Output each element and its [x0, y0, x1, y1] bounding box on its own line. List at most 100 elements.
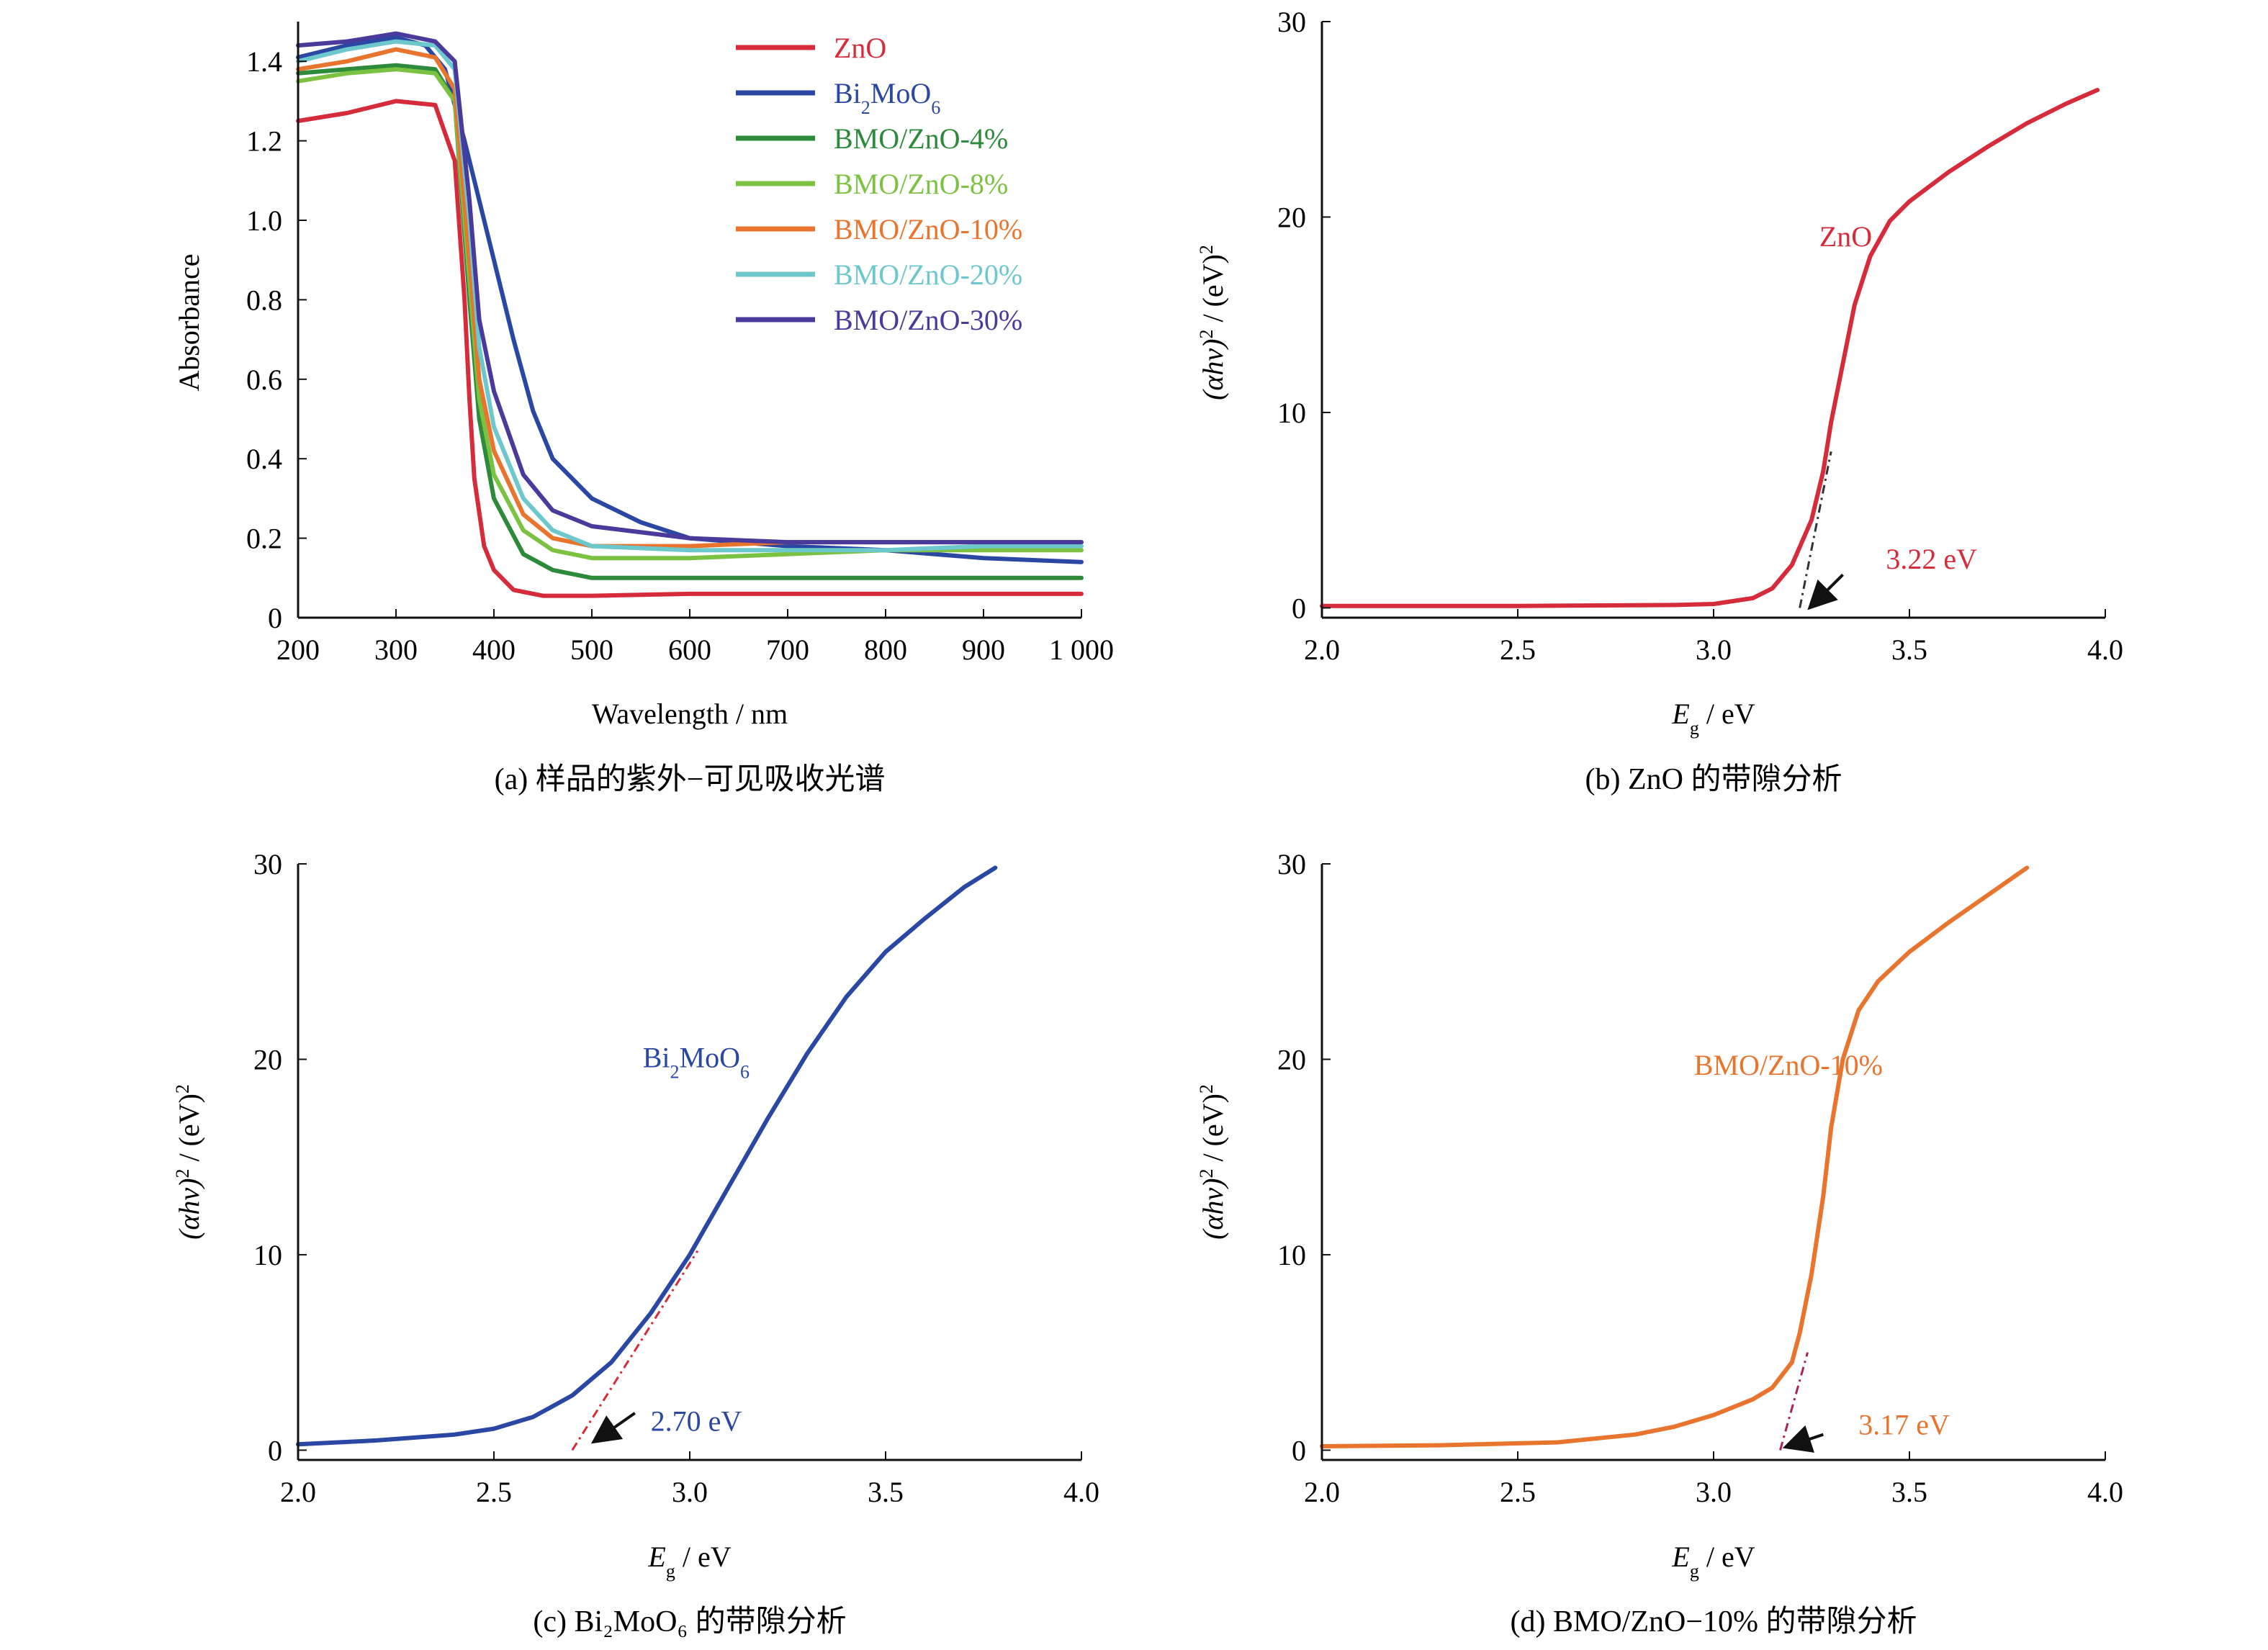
- panel-a-x-tick-label: 1 000: [1049, 634, 1114, 666]
- panel-d-bandgap-label: 3.17 eV: [1858, 1409, 1950, 1441]
- panel-c-x-tick-label: 2.5: [476, 1476, 512, 1508]
- panel-c-y-axis-title-mid: / (eV): [173, 1094, 205, 1168]
- panel-c-x-tick-label: 3.5: [868, 1476, 904, 1508]
- panel-b-x-tick-label: 2.5: [1500, 634, 1536, 666]
- panel-d-y-axis-title: (αhν)2 / (eV)2: [1196, 1084, 1230, 1240]
- panel-d-y-axis-title-main: (αhν): [1197, 1178, 1229, 1240]
- panel-c-y-axis-title-sup2: 2: [172, 1084, 193, 1094]
- panel-a-x-tick-label: 900: [962, 634, 1005, 666]
- panel-b-plot-area: [1320, 88, 2100, 608]
- panel-b-annotations: 3.22 eV ZnO: [1807, 220, 1977, 610]
- panel-d-ticks: 2.0 2.5 3.0 3.5 4.0 0 10 20 30: [1277, 848, 2123, 1508]
- panel-d-x-axis-title-main: E: [1671, 1541, 1689, 1573]
- panel-a-x-tick-label: 800: [864, 634, 907, 666]
- panel-b-series-line: [1320, 88, 2100, 608]
- panel-a-y-tick-label: 0.6: [246, 364, 282, 396]
- panel-a-series-line: [296, 31, 1084, 545]
- panel-a-y-tick-label: 0.2: [246, 523, 282, 555]
- panel-b-y-axis-title-sup1: 2: [1196, 330, 1217, 339]
- panel-a-y-tick-label: 0: [268, 602, 282, 634]
- panel-b-ticks: 2.0 2.5 3.0 3.5 4.0 0 10 20 30: [1277, 6, 2123, 666]
- panel-d-y-tick-label: 10: [1277, 1239, 1306, 1271]
- panel-c-y-tick-label: 0: [268, 1434, 282, 1466]
- panel-c-x-tick-label: 3.0: [672, 1476, 708, 1508]
- panel-a-x-tick-label: 500: [570, 634, 613, 666]
- panel-c-x-axis-title-unit: / eV: [675, 1541, 732, 1573]
- panel-d-x-axis-title: Eg / eV: [1671, 1541, 1755, 1582]
- panel-c-y-tick-label: 30: [253, 848, 282, 880]
- panel-b-x-axis-title-unit: / eV: [1699, 698, 1755, 730]
- panel-b-y-axis-title: (αhν)2 / (eV)2: [1196, 245, 1230, 400]
- panel-a-y-tick-label: 1.2: [246, 125, 282, 158]
- panel-c-caption: (c) Bi₂MoO₆ 的带隙分析: [533, 1605, 846, 1638]
- panel-d-x-tick-label: 3.5: [1891, 1476, 1927, 1508]
- panel-a-legend-label: ZnO: [834, 32, 886, 64]
- panel-c-y-axis-title-sup1: 2: [172, 1169, 193, 1178]
- panel-d-y-axis-title-sup1: 2: [1196, 1169, 1217, 1178]
- panel-b-caption: (b) ZnO 的带隙分析: [1585, 763, 1842, 796]
- panel-a-legend: ZnO Bi2MoO6 BMO/ZnO-4% BMO/ZnO-8% BMO/ZnO-10…: [736, 32, 1022, 336]
- panel-a-x-tick-label: 200: [276, 634, 320, 666]
- panel-a-x-tick-label: 300: [374, 634, 418, 666]
- panel-d-x-tick-label: 4.0: [2087, 1476, 2123, 1508]
- panel-b-tangent-line: [1799, 451, 1832, 608]
- panel-c-plot-area: [296, 865, 998, 1451]
- panel-a-series-line: [296, 63, 1084, 580]
- panel-b-bandgap-label: 3.22 eV: [1886, 543, 1977, 575]
- panel-c-series-line: [296, 865, 998, 1447]
- panel-c-x-axis-title: Eg / eV: [647, 1541, 731, 1582]
- panel-d-x-tick-label: 2.5: [1500, 1476, 1536, 1508]
- panel-a-x-tick-label: 400: [472, 634, 516, 666]
- panel-c-x-axis-title-sub: g: [666, 1561, 675, 1582]
- panel-a-legend-label: BMO/ZnO-8%: [834, 168, 1008, 200]
- panel-b-y-tick-label: 10: [1277, 397, 1306, 429]
- panel-b-x-axis-title-sub: g: [1690, 718, 1699, 739]
- panel-d-y-axis-title-sup2: 2: [1196, 1084, 1217, 1094]
- panel-c-x-tick-label: 2.0: [280, 1476, 316, 1508]
- panel-c-y-tick-label: 20: [253, 1043, 282, 1076]
- panel-b-x-tick-label: 3.0: [1696, 634, 1732, 666]
- panel-c-y-tick-label: 10: [253, 1239, 282, 1271]
- panel-c-y-axis-title: (αhν)2 / (eV)2: [172, 1084, 206, 1240]
- panel-d-y-tick-label: 0: [1292, 1434, 1306, 1466]
- panel-a-y-tick-label: 0.8: [246, 284, 282, 316]
- panel-d-y-tick-label: 30: [1277, 848, 1306, 880]
- panel-b-arrow: [1807, 573, 1844, 610]
- panel-d-x-axis-title-unit: / eV: [1699, 1541, 1755, 1573]
- panel-a-plot-area: [296, 31, 1084, 598]
- panel-d-x-axis-title-sub: g: [1690, 1561, 1699, 1582]
- panel-a-series-line: [296, 39, 1084, 553]
- panel-a-x-tick-label: 700: [766, 634, 809, 666]
- panel-b-x-tick-label: 4.0: [2087, 634, 2123, 666]
- panel-a-caption: (a) 样品的紫外−可见吸收光谱: [495, 763, 886, 796]
- panel-a-x-tick-label: 600: [668, 634, 711, 666]
- panel-c-annotations: 2.70 eV Bi2MoO6: [590, 1041, 750, 1444]
- panel-c-series-label: Bi2MoO6: [643, 1041, 750, 1082]
- panel-c-bandgap-label: 2.70 eV: [651, 1405, 742, 1437]
- panel-d-x-tick-label: 2.0: [1304, 1476, 1340, 1508]
- panel-d-y-tick-label: 20: [1277, 1043, 1306, 1076]
- panel-b-x-axis-title: Eg / eV: [1671, 698, 1755, 739]
- panel-a-legend-label: BMO/ZnO-10%: [834, 213, 1022, 245]
- panel-b-y-axis-title-sup2: 2: [1196, 245, 1217, 254]
- panel-a-y-tick-label: 0.4: [246, 443, 282, 475]
- panel-b-y-tick-label: 0: [1292, 592, 1306, 624]
- panel-c-ticks: 2.0 2.5 3.0 3.5 4.0 0 10 20 30: [253, 848, 1099, 1508]
- panel-c-y-axis-title-main: (αhν): [173, 1178, 205, 1240]
- panel-a-x-axis-title: Wavelength / nm: [592, 698, 788, 730]
- panel-a-legend-label: BMO/ZnO-30%: [834, 304, 1022, 336]
- panel-b-y-tick-label: 20: [1277, 201, 1306, 233]
- panel-c-x-axis-title-main: E: [647, 1541, 665, 1573]
- panel-b-x-axis-title-main: E: [1671, 698, 1689, 730]
- panel-d-caption: (d) BMO/ZnO−10% 的带隙分析: [1511, 1605, 1917, 1638]
- panel-a-series-line: [296, 35, 1084, 564]
- panel-d-arrow: [1782, 1425, 1824, 1453]
- panel-b-x-tick-label: 3.5: [1891, 634, 1927, 666]
- panel-a-legend-label: BMO/ZnO-20%: [834, 258, 1022, 291]
- panel-d-annotations: 3.17 eV BMO/ZnO-10%: [1694, 1049, 1950, 1453]
- panel-d-series-line: [1320, 865, 2030, 1448]
- panel-c-arrow: [590, 1412, 636, 1444]
